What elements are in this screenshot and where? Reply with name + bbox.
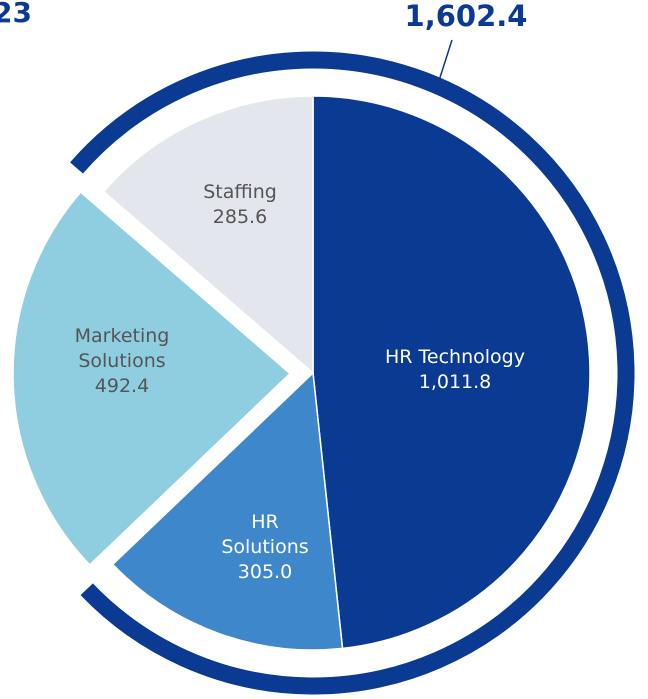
pie-slice [312, 95, 591, 650]
slice-category: Staffing [203, 181, 277, 203]
slice-category: Marketing Solutions [74, 325, 170, 372]
slice-label: Staffing 285.6 [180, 180, 300, 230]
pie-slice [102, 95, 314, 375]
slice-value: 285.6 [212, 206, 268, 228]
slice-value: 305.0 [237, 561, 293, 583]
pie-slice [12, 191, 292, 567]
total-arc [70, 51, 635, 695]
slice-label: HR Technology 1,011.8 [345, 345, 565, 395]
leader-line [435, 39, 453, 91]
slice-category: HR Solutions [221, 511, 309, 558]
pie-slice [111, 371, 344, 651]
slice-label: Marketing Solutions 492.4 [57, 324, 187, 399]
total-label: 1,602.4 [405, 0, 528, 33]
slice-value: 1,011.8 [418, 371, 492, 393]
chart-title: 23 [0, 0, 32, 29]
slice-category: HR Technology [385, 346, 525, 368]
slice-label: HR Solutions 305.0 [205, 510, 325, 585]
slice-value: 492.4 [94, 375, 150, 397]
